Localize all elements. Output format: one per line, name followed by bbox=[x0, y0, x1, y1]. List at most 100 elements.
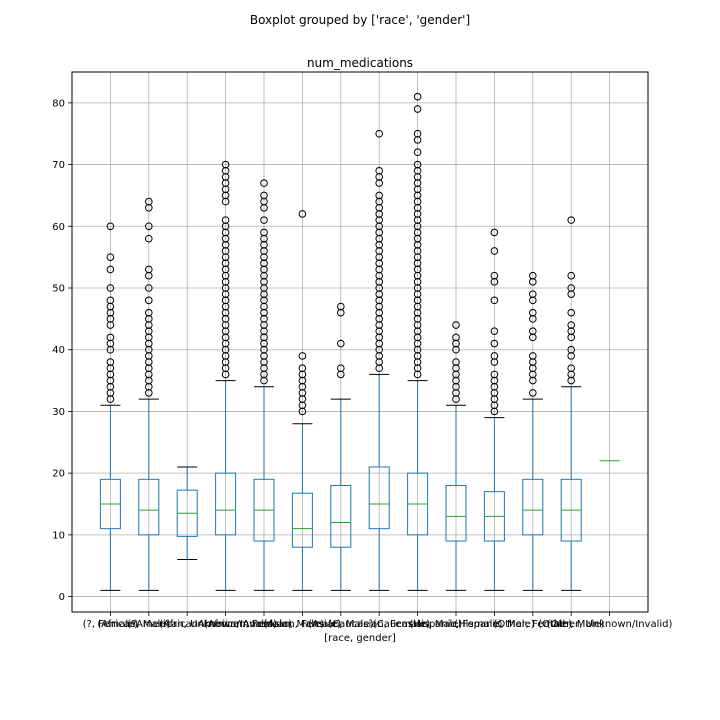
x-tick-label: (Asian, Female) bbox=[264, 619, 342, 630]
y-tick-label: 10 bbox=[52, 530, 65, 541]
x-tick-label: (Hispanic, Male) bbox=[454, 619, 535, 630]
iqr-box bbox=[138, 478, 160, 536]
x-tick-label: (Hispanic, Female) bbox=[410, 619, 503, 630]
x-tick-label: (Other, Male) bbox=[538, 619, 604, 630]
x-tick-label: (?, Male) bbox=[127, 619, 170, 630]
outlier-point bbox=[106, 265, 115, 274]
box-group bbox=[330, 302, 352, 591]
y-tick-label: 80 bbox=[52, 98, 65, 109]
outlier-point bbox=[567, 308, 576, 317]
outlier-point bbox=[413, 129, 422, 138]
box-group bbox=[522, 271, 544, 591]
grid bbox=[72, 72, 648, 612]
iqr-box bbox=[291, 492, 313, 548]
outlier-point bbox=[375, 129, 384, 138]
x-tick-label: (Asian, Male) bbox=[308, 619, 373, 630]
box-group bbox=[176, 466, 198, 561]
y-tick-label: 40 bbox=[52, 345, 65, 356]
x-tick-label: (Caucasian, Female) bbox=[328, 619, 430, 630]
outlier-point bbox=[145, 234, 153, 243]
outlier-point bbox=[490, 247, 499, 255]
outlier-point bbox=[529, 327, 537, 336]
outlier-point bbox=[413, 148, 422, 157]
plot-frame bbox=[71, 71, 649, 613]
box-group bbox=[483, 228, 505, 591]
outlier-point bbox=[260, 216, 268, 224]
box-group bbox=[291, 210, 313, 591]
outlier-point bbox=[106, 333, 115, 342]
outlier-point bbox=[260, 179, 268, 187]
y-tick-label: 0 bbox=[59, 592, 65, 603]
chart-title: num_medications bbox=[307, 56, 413, 70]
y-tick-label: 30 bbox=[52, 407, 65, 418]
outlier-point bbox=[375, 166, 384, 175]
iqr-box bbox=[330, 484, 352, 548]
outlier-point bbox=[490, 228, 499, 237]
outlier-point bbox=[567, 284, 576, 292]
outlier-point bbox=[145, 222, 153, 231]
outlier-point bbox=[529, 308, 537, 317]
outlier-point bbox=[106, 222, 115, 231]
outlier-point bbox=[529, 352, 537, 360]
outlier-point bbox=[490, 327, 499, 336]
outlier-point bbox=[106, 284, 115, 292]
boxes bbox=[99, 92, 620, 591]
outlier-point bbox=[145, 265, 153, 274]
outlier-point bbox=[145, 284, 153, 292]
outlier-point bbox=[298, 210, 307, 218]
x-tick-label: (?, Female) bbox=[83, 619, 139, 630]
outlier-point bbox=[452, 321, 460, 329]
outlier-point bbox=[221, 216, 230, 224]
outlier-point bbox=[413, 160, 422, 169]
outlier-point bbox=[567, 345, 576, 354]
y-tick-label: 70 bbox=[52, 160, 65, 171]
outlier-point bbox=[567, 321, 576, 329]
x-tick-label: (Other, Female) bbox=[493, 619, 572, 630]
box-group bbox=[215, 160, 237, 591]
outlier-point bbox=[490, 352, 499, 360]
outlier-point bbox=[337, 364, 345, 373]
x-tick-label: (Other, Unknown/Invalid) bbox=[547, 619, 673, 630]
outlier-point bbox=[260, 191, 268, 200]
outlier-point bbox=[298, 352, 307, 360]
y-tick-label: 20 bbox=[52, 469, 65, 480]
outlier-point bbox=[567, 271, 576, 280]
outlier-point bbox=[337, 339, 345, 348]
iqr-box bbox=[215, 472, 237, 536]
y-tick-label: 50 bbox=[52, 284, 65, 295]
box-group bbox=[560, 216, 582, 591]
outlier-point bbox=[490, 271, 499, 280]
outlier-point bbox=[529, 389, 537, 397]
outlier-point bbox=[452, 333, 460, 342]
box-group bbox=[138, 197, 160, 591]
outlier-point bbox=[413, 92, 422, 101]
outlier-point bbox=[567, 216, 576, 224]
outlier-point bbox=[106, 296, 115, 305]
box-group bbox=[445, 321, 467, 591]
outlier-point bbox=[221, 160, 230, 169]
x-tick-label: (AfricanAmerican, Unknown/Invalid) bbox=[97, 619, 277, 630]
outlier-point bbox=[106, 253, 115, 261]
outlier-point bbox=[337, 302, 345, 311]
x-tick-label: (Caucasian, Male) bbox=[373, 619, 462, 630]
outlier-point bbox=[106, 358, 115, 366]
iqr-box bbox=[522, 478, 544, 536]
outlier-point bbox=[145, 197, 153, 206]
outlier-point bbox=[145, 296, 153, 305]
outlier-point bbox=[375, 191, 384, 200]
box-group bbox=[253, 179, 275, 591]
outlier-point bbox=[567, 364, 576, 373]
iqr-box bbox=[445, 484, 467, 542]
outlier-point bbox=[145, 308, 153, 317]
outlier-point bbox=[529, 271, 537, 280]
outlier-point bbox=[490, 296, 499, 305]
outlier-point bbox=[452, 358, 460, 366]
box-group bbox=[407, 92, 429, 591]
outlier-point bbox=[490, 370, 499, 379]
outlier-point bbox=[298, 364, 307, 373]
box-group bbox=[99, 222, 121, 591]
box-group bbox=[368, 129, 390, 591]
x-tick-label: (AfricanAmerican, Female) bbox=[159, 619, 292, 630]
